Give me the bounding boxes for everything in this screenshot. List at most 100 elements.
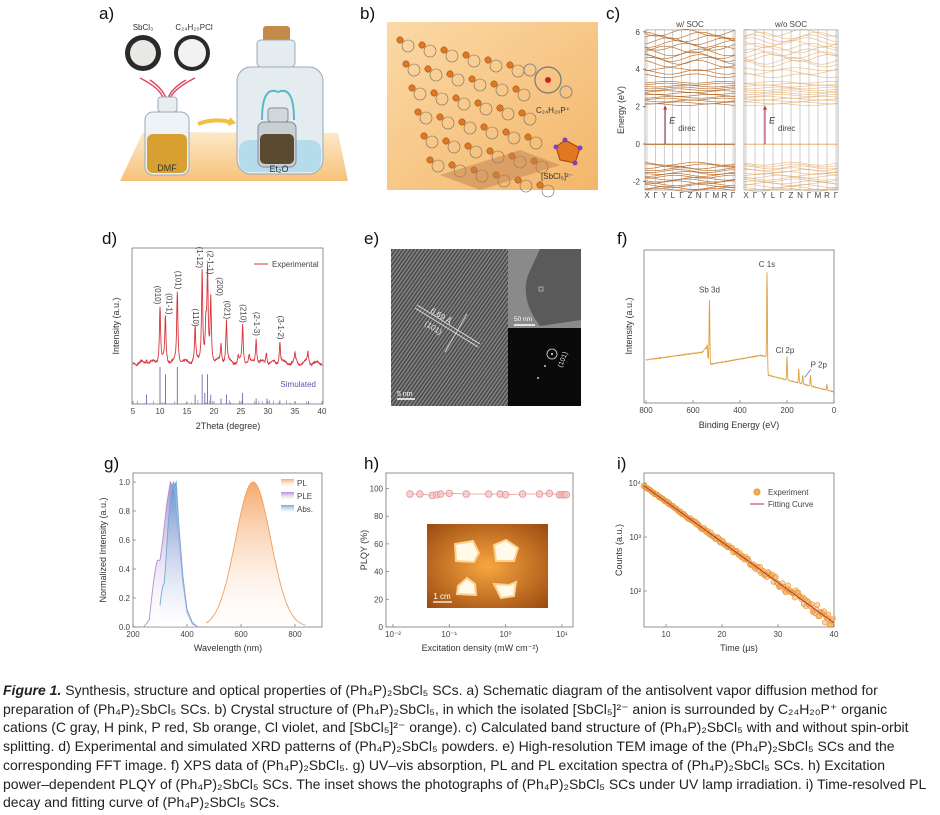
caption-line: splitting. d) Experimental and simulated… [3,738,895,755]
sbcl5-anion [418,41,426,49]
phenyl-ring [425,135,439,149]
sbcl5-anion [436,113,444,121]
phenyl-ring [485,126,499,140]
lattice-shadow [440,150,560,190]
x-tick-label: 800 [639,406,653,415]
sbcl5-anion [440,46,448,54]
glowing-crystal [492,538,520,562]
x-tick-label: 20 [718,630,727,639]
x-tick-label: 35 [291,407,300,416]
k-point-label: M [815,191,822,200]
k-point-label: X [743,191,749,200]
inset-scale-label: 1 cm [433,592,451,601]
plot-frame [385,472,574,628]
x-tick-label: 20 [210,407,219,416]
panel-title: w/o SOC [774,20,807,29]
x-tick-label: 30 [264,407,273,416]
xps-spectrum [645,272,835,393]
series-line-abs [159,480,199,628]
sbcl5-anion [464,142,472,150]
x-tick-label: 10⁻² [385,630,401,639]
series-area-abs [160,482,198,627]
reagent-powder [178,39,206,67]
y-tick-label: 0.4 [119,565,131,574]
peak-label: (210) [239,304,248,323]
phenyl-ring [435,92,449,106]
sbcl5-anion [402,60,410,68]
phenyl-ring [529,136,543,150]
y-tick-label: 0.0 [119,623,131,632]
sbcl5-anion [452,94,460,102]
y-tick-label: 2 [636,103,641,112]
caption-line: preparation of (Ph₄P)₂SbCl₅ SCs. b) Crys… [3,700,888,717]
k-point-label: Y [662,191,668,200]
x-tick-label: 200 [780,406,794,415]
legend-marker-experiment [753,488,761,496]
peak-label: (101) [173,271,182,290]
decay-point [814,602,821,608]
inner-vial-neck [267,107,289,123]
x-tick-label: 0 [832,406,837,415]
x-axis-label: Time (μs) [720,643,758,653]
direct-gap-arrowhead [663,105,668,110]
phenyl-ring [523,112,537,126]
series-area-pl [205,482,306,627]
panel-label-i: i) [617,454,626,473]
legend-label: PL [297,479,307,488]
decay-point [829,615,836,622]
sbcl5-anion [524,133,532,141]
y-tick-label: 0.2 [119,594,131,603]
x-axis-label: 2Theta (degree) [196,421,261,431]
scale-main-label: 5 nm [397,391,413,398]
phenyl-ring [401,39,415,53]
x-tick-label: 800 [288,630,302,639]
gap-annotation: E [669,115,676,125]
x-tick-label: 200 [126,630,140,639]
x-axis-label: Excitation density (mW cm⁻²) [422,643,539,653]
y-tick-label: 10⁴ [629,479,642,488]
y-tick-label: 20 [374,595,383,604]
phenyl-ring [445,49,459,63]
sbcl5-anion [430,89,438,97]
phenyl-ring [451,73,465,87]
x-tick-label: 600 [234,630,248,639]
y-tick-label: 10³ [629,533,641,542]
y-tick-label: 0.6 [119,536,131,545]
k-point-label: Γ [753,191,758,200]
decay-point [785,582,791,589]
vapor-flow [261,89,295,121]
caption-line: Figure 1. Synthesis, structure and optic… [3,681,940,700]
figure-caption: Figure 1. Synthesis, structure and optic… [3,681,940,812]
plot-frame [643,249,835,404]
y-axis-label: Intensity (a.u.) [111,297,121,354]
series-line-pl [205,481,306,626]
k-point-label: Z [688,191,693,200]
phenyl-ring [413,87,427,101]
peak-label: (010) [153,286,162,305]
plqy-point [462,490,470,498]
sbcl5-anion [496,104,504,112]
y-axis-label: Counts (a.u.) [614,524,624,576]
sbcl5-anion [518,109,526,117]
phenyl-ring [501,107,515,121]
phenyl-ring [541,184,555,198]
caption-text: Synthesis, structure and optical propert… [61,682,878,698]
synthesis-schematic: SbCl₃ C₂₄H₂₀PCl DMF Et₂O [120,23,348,181]
x-tick-label: 400 [180,630,194,639]
peak-label: (110) [191,308,200,326]
pour-arrows [139,77,196,99]
p2p-pointer [804,369,812,378]
band-line [644,29,736,37]
legend-label: PLE [297,492,312,501]
plot-frame [643,472,835,628]
sbcl5-anion [396,36,404,44]
panel-label-c: c) [606,4,620,23]
peak-label: P 2p [811,360,828,369]
fft-spot-circle [546,348,558,360]
x-tick-label: 600 [686,406,700,415]
xrd-chart: (010) (01-1)(101) (110) (1-12) (2-1-1)(200) (… [111,247,327,431]
peak-label: C 1s [759,260,775,269]
sbcl5-anion [506,61,514,69]
